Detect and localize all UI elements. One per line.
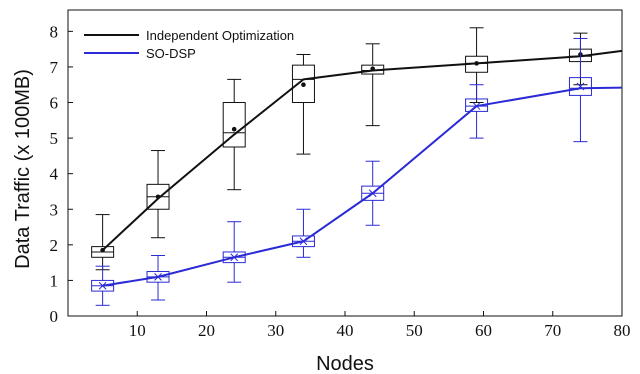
series-so-dsp <box>91 37 623 306</box>
y-tick-label: 1 <box>50 271 59 290</box>
x-tick-label: 50 <box>406 321 423 340</box>
x-tick-label: 40 <box>337 321 354 340</box>
y-tick-label: 0 <box>50 307 59 326</box>
y-tick-label: 7 <box>50 58 59 77</box>
iqr-box <box>291 64 315 104</box>
y-tick-label: 8 <box>50 22 59 41</box>
y-tick-label: 6 <box>50 94 59 113</box>
mean-marker <box>98 281 107 290</box>
x-tick-label: 10 <box>129 321 146 340</box>
box-plot <box>291 53 315 155</box>
box-plot <box>361 43 385 127</box>
box-plot <box>222 221 246 283</box>
series-line <box>102 86 623 287</box>
y-tick-label: 3 <box>50 200 59 219</box>
series-independent-optimization <box>91 27 623 271</box>
legend-label: Independent Optimization <box>146 28 294 43</box>
box-plot <box>291 208 315 258</box>
y-tick-label: 4 <box>50 165 59 184</box>
y-axis-title: Data Traffic (x 100MB) <box>12 69 34 269</box>
x-tick-label: 60 <box>475 321 492 340</box>
legend: Independent Optimization SO-DSP <box>84 28 294 61</box>
x-axis-title: Nodes <box>316 353 374 374</box>
axes-layer: 0 1 2 3 4 5 6 7 8 10 20 30 40 50 60 70 80 <box>50 22 631 340</box>
box-plot <box>146 150 170 239</box>
box-plot <box>91 265 115 306</box>
x-tick-label: 70 <box>544 321 561 340</box>
x-tick-label: 30 <box>267 321 284 340</box>
x-tick-label: 20 <box>198 321 215 340</box>
y-tick-label: 2 <box>50 236 59 255</box>
x-tick-label: 80 <box>614 321 631 340</box>
legend-label: SO-DSP <box>146 46 196 61</box>
mean-marker <box>301 82 306 88</box>
iqr-box <box>568 77 592 96</box>
series-line <box>101 49 623 251</box>
mean-marker <box>231 126 237 132</box>
y-tick-label: 5 <box>50 129 59 148</box>
series-layer <box>91 27 623 306</box>
